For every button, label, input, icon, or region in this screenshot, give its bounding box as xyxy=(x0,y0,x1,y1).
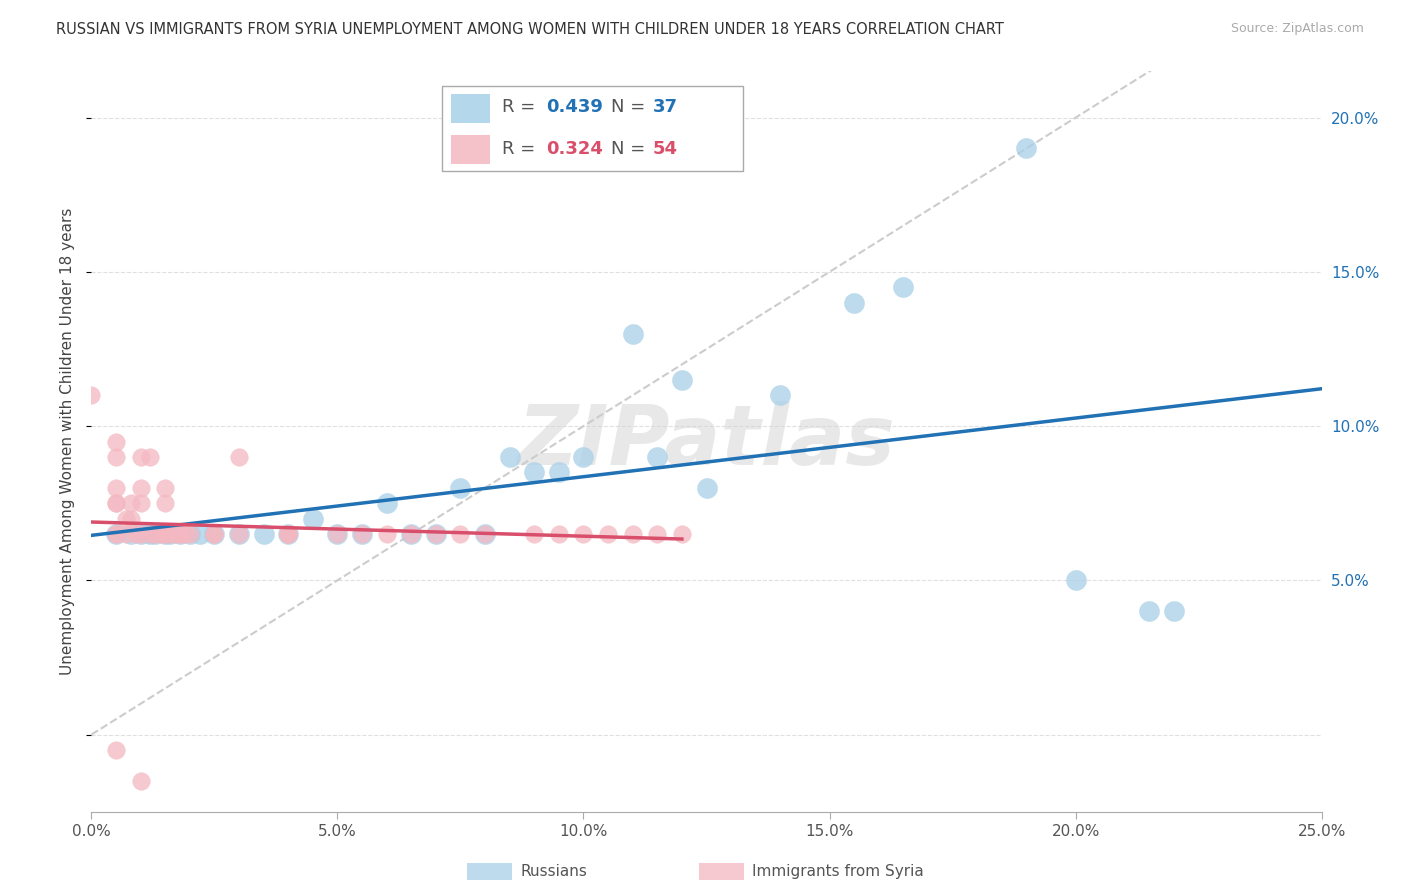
Point xyxy=(120,527,142,541)
Point xyxy=(277,527,299,541)
Point xyxy=(80,388,103,402)
Point xyxy=(498,450,520,464)
Point xyxy=(153,496,177,510)
Point xyxy=(769,388,792,402)
Point xyxy=(105,434,127,449)
Point xyxy=(169,527,191,541)
Point xyxy=(114,511,138,525)
Point xyxy=(163,527,186,541)
Point xyxy=(228,450,250,464)
Point xyxy=(449,481,471,495)
Point xyxy=(1064,574,1087,588)
Point xyxy=(253,527,276,541)
Point xyxy=(114,527,138,541)
Point xyxy=(1139,604,1161,618)
Point xyxy=(105,743,127,757)
Point xyxy=(120,496,142,510)
Point xyxy=(474,527,496,541)
Point xyxy=(139,527,162,541)
Point xyxy=(145,527,166,541)
Point xyxy=(174,527,197,541)
Point xyxy=(375,527,398,541)
Point xyxy=(425,527,447,541)
Point xyxy=(139,450,162,464)
Point xyxy=(228,527,250,541)
Point xyxy=(169,527,191,541)
Point xyxy=(145,527,166,541)
Point xyxy=(596,527,619,541)
Point xyxy=(202,527,225,541)
Point xyxy=(671,373,693,387)
Point xyxy=(105,481,127,495)
Point xyxy=(621,326,644,341)
Point xyxy=(105,527,127,541)
Point xyxy=(399,527,422,541)
Point xyxy=(129,450,152,464)
Point xyxy=(375,496,398,510)
Point xyxy=(153,527,177,541)
Point xyxy=(124,527,146,541)
Point xyxy=(105,527,127,541)
Point xyxy=(153,527,177,541)
Point xyxy=(139,527,162,541)
Point xyxy=(645,450,669,464)
Point xyxy=(1163,604,1185,618)
Point xyxy=(153,481,177,495)
Point xyxy=(695,481,717,495)
Point xyxy=(129,527,152,541)
Point xyxy=(153,527,177,541)
Point xyxy=(228,527,250,541)
Point xyxy=(645,527,669,541)
Point xyxy=(129,527,152,541)
Point xyxy=(326,527,349,541)
Point xyxy=(547,527,569,541)
Point xyxy=(105,527,127,541)
Point xyxy=(277,527,299,541)
Point xyxy=(179,527,201,541)
Text: Immigrants from Syria: Immigrants from Syria xyxy=(752,864,924,879)
Text: RUSSIAN VS IMMIGRANTS FROM SYRIA UNEMPLOYMENT AMONG WOMEN WITH CHILDREN UNDER 18: RUSSIAN VS IMMIGRANTS FROM SYRIA UNEMPLO… xyxy=(56,22,1004,37)
Point xyxy=(277,527,299,541)
Point xyxy=(352,527,374,541)
Point xyxy=(105,450,127,464)
Point xyxy=(572,527,595,541)
Point xyxy=(159,527,181,541)
Point xyxy=(842,295,865,310)
Point xyxy=(326,527,349,541)
Point xyxy=(301,511,323,525)
Point xyxy=(474,527,496,541)
Point xyxy=(105,496,127,510)
Point xyxy=(352,527,374,541)
Point xyxy=(129,496,152,510)
Point xyxy=(449,527,471,541)
Point xyxy=(277,527,299,541)
Text: Russians: Russians xyxy=(520,864,588,879)
Point xyxy=(891,280,914,294)
Text: Source: ZipAtlas.com: Source: ZipAtlas.com xyxy=(1230,22,1364,36)
Point xyxy=(1015,141,1038,155)
Point xyxy=(425,527,447,541)
Point xyxy=(202,527,225,541)
Point xyxy=(105,496,127,510)
Point xyxy=(547,466,569,480)
Point xyxy=(523,527,546,541)
Text: ZIPatlas: ZIPatlas xyxy=(517,401,896,482)
Point xyxy=(159,527,181,541)
Point xyxy=(621,527,644,541)
Point xyxy=(120,511,142,525)
Point xyxy=(129,481,152,495)
Point xyxy=(399,527,422,541)
Point xyxy=(523,466,546,480)
Y-axis label: Unemployment Among Women with Children Under 18 years: Unemployment Among Women with Children U… xyxy=(60,208,76,675)
Point xyxy=(129,773,152,788)
Point xyxy=(572,450,595,464)
Point xyxy=(188,527,211,541)
Point xyxy=(671,527,693,541)
Point xyxy=(169,527,191,541)
Point xyxy=(202,527,225,541)
Point xyxy=(149,527,172,541)
Point xyxy=(179,527,201,541)
